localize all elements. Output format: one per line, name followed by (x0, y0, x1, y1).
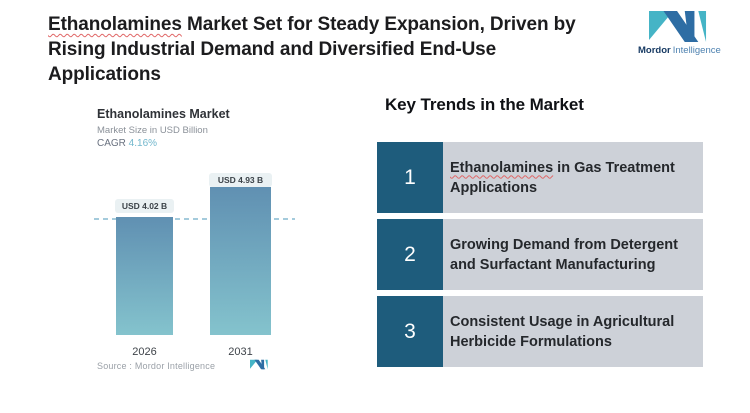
cagr-value: 4.16% (128, 138, 158, 149)
trend-content: Consistent Usage in Agricultural Herbici… (443, 296, 703, 367)
source-note: Source : Mordor Intelligence (97, 361, 216, 371)
x-axis-label-2031: 2031 (228, 346, 253, 358)
bar-value-label-2026: USD 4.02 B (115, 199, 174, 213)
key-trends-heading: Key Trends in the Market (385, 95, 584, 114)
trend-number-badge: 1 (377, 142, 443, 213)
brand-name-light: Intelligence (672, 45, 721, 56)
title-line-3: Applications (48, 64, 161, 85)
trend-content: Growing Demand from Detergent and Surfac… (443, 219, 703, 290)
title-line-2: Rising Industrial Demand and Diversified… (48, 39, 497, 60)
trend-text: Growing Demand from Detergent and Surfac… (450, 236, 678, 273)
trend-number-badge: 3 (377, 296, 443, 367)
bar-2031 (210, 187, 271, 335)
title-underlined-word: Ethanolamines (48, 14, 182, 35)
cagr-label: CAGR (97, 138, 129, 149)
key-trends-panel: Key Trends in the Market 1 Ethanolamines… (377, 95, 703, 373)
source-logo-icon (250, 359, 268, 370)
market-size-chart: Ethanolamines Market Market Size in USD … (90, 103, 312, 393)
mordor-intelligence-logo: Mordor Intelligence (638, 10, 721, 56)
reference-dashed-line (94, 218, 295, 220)
page-title: Ethanolamines Market Set for Steady Expa… (48, 12, 623, 87)
trend-text: Consistent Usage in Agricultural Herbici… (450, 313, 675, 350)
title-line-1: Ethanolamines Market Set for Steady Expa… (48, 14, 576, 35)
trend-number-badge: 2 (377, 219, 443, 290)
chart-subtitle: Market Size in USD Billion (97, 125, 208, 136)
trend-content: Ethanolamines in Gas Treatment Applicati… (443, 142, 703, 213)
trend-list: 1 Ethanolamines in Gas Treatment Applica… (377, 142, 703, 367)
trend-item-2: 2 Growing Demand from Detergent and Surf… (377, 219, 703, 290)
chart-title: Ethanolamines Market (97, 107, 230, 121)
chart-cagr: CAGR 4.16% (97, 138, 157, 149)
brand-wordmark: Mordor Intelligence (638, 45, 721, 56)
bar-2026 (116, 217, 173, 335)
trend-item-1: 1 Ethanolamines in Gas Treatment Applica… (377, 142, 703, 213)
trend-item-3: 3 Consistent Usage in Agricultural Herbi… (377, 296, 703, 367)
brand-name-bold: Mordor (638, 45, 671, 56)
mordor-logo-icon (649, 10, 707, 43)
x-axis-label-2026: 2026 (132, 346, 157, 358)
bar-value-label-2031: USD 4.93 B (209, 173, 272, 187)
trend-text: Ethanolamines in Gas Treatment Applicati… (450, 159, 675, 196)
